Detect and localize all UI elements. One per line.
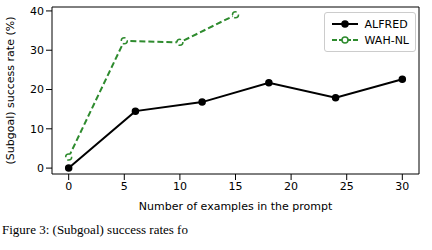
svg-text:0: 0 bbox=[65, 180, 72, 193]
html-text:Figure 3: (Subgoal) success ra: Figure 3: (Subgoal) success rates fo bbox=[2, 222, 188, 237]
svg-text:40: 40 bbox=[30, 5, 44, 18]
svg-text:0: 0 bbox=[37, 162, 44, 175]
svg-text:20: 20 bbox=[284, 180, 298, 193]
svg-text:10: 10 bbox=[30, 123, 44, 136]
svg-text:30: 30 bbox=[395, 180, 409, 193]
html-text:ALFRED: ALFRED bbox=[364, 17, 408, 31]
svg-text:Number of examples in the prom: Number of examples in the prompt bbox=[139, 200, 333, 212]
svg-text:5: 5 bbox=[121, 180, 128, 193]
svg-text:(Subgoal) success rate (%): (Subgoal) success rate (%) bbox=[8, 17, 17, 165]
html-text:WAH-NL: WAH-NL bbox=[364, 33, 409, 47]
svg-text:20: 20 bbox=[30, 83, 44, 96]
svg-text:25: 25 bbox=[340, 180, 354, 193]
svg-text:10: 10 bbox=[173, 180, 187, 193]
svg-text:30: 30 bbox=[30, 44, 44, 57]
svg-text:15: 15 bbox=[229, 180, 243, 193]
